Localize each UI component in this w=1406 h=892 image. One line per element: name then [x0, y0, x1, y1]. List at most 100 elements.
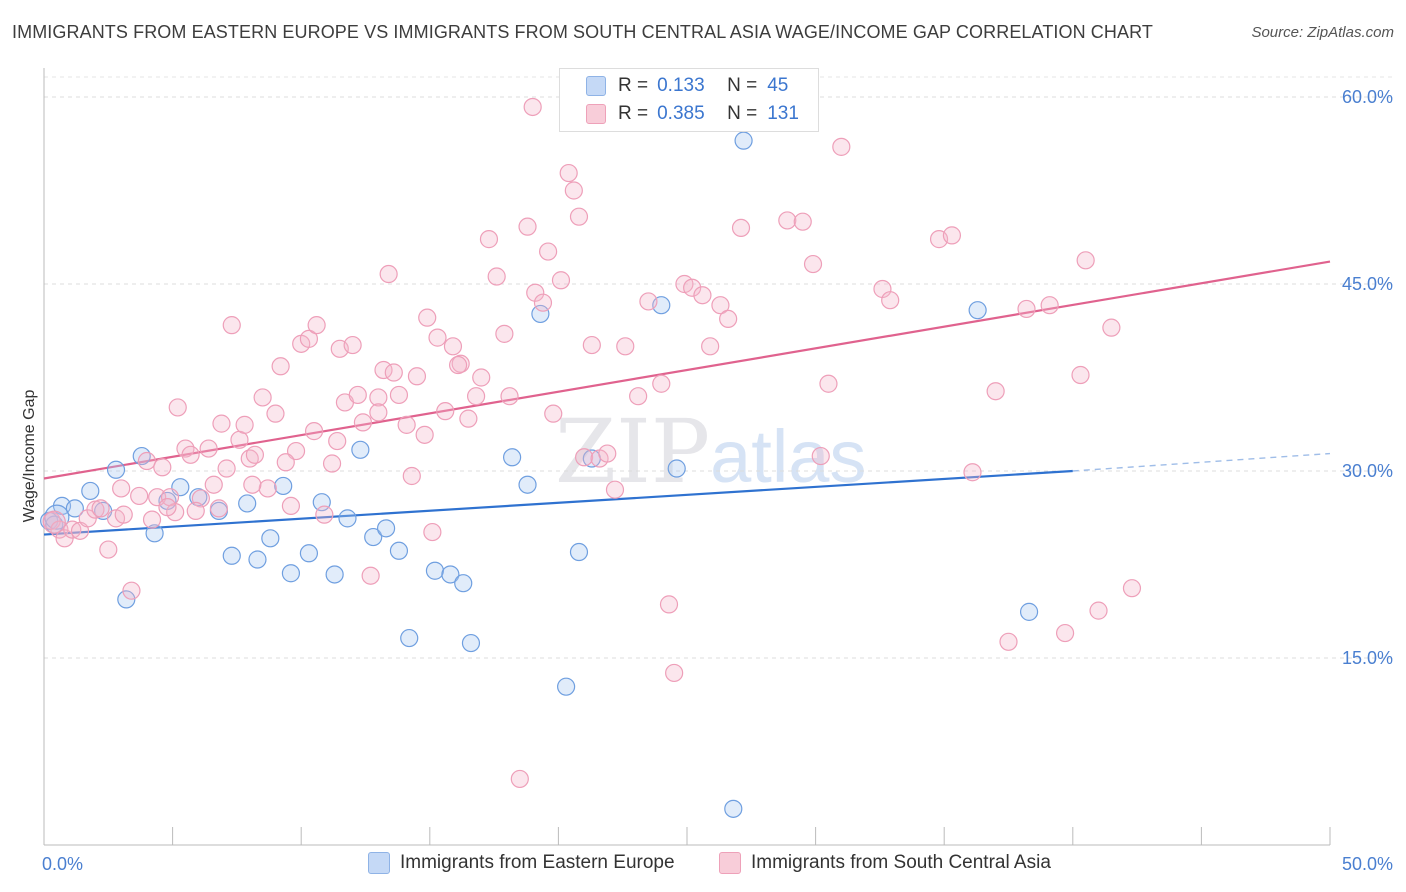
data-point-south-central-asia — [397, 415, 416, 434]
data-point-south-central-asia — [91, 499, 110, 518]
data-point-south-central-asia — [343, 335, 362, 355]
data-point-south-central-asia — [328, 431, 347, 451]
data-point-south-central-asia — [245, 445, 265, 464]
data-point-south-central-asia — [942, 226, 962, 245]
data-point-south-central-asia — [369, 388, 388, 407]
watermark: ZIPatlas — [555, 400, 866, 503]
legend-n-value: 45 — [767, 75, 789, 96]
bottom-legend-label: Immigrants from South Central Asia — [751, 852, 1051, 873]
data-point-south-central-asia — [348, 385, 367, 405]
data-point-eastern-europe — [724, 799, 743, 818]
legend-r-label: R = — [618, 75, 649, 96]
data-point-eastern-europe — [81, 481, 100, 501]
data-point-south-central-asia — [299, 329, 319, 348]
data-point-south-central-asia — [629, 387, 648, 406]
bottom-legend-swatch-pink — [719, 852, 741, 874]
data-point-south-central-asia — [42, 510, 66, 534]
trend-line-south-central-asia — [43, 260, 1331, 480]
data-point-south-central-asia — [701, 337, 720, 356]
source-label: Source: ZipAtlas.com — [1251, 24, 1394, 41]
data-point-south-central-asia — [479, 230, 499, 249]
axes — [43, 68, 1331, 846]
legend-r-value: 0.133 — [657, 75, 705, 96]
legend-row-eastern-europe: R = 0.133 N = 45 — [586, 73, 788, 99]
data-point-eastern-europe — [441, 565, 460, 584]
data-point-eastern-europe — [274, 476, 293, 496]
data-point-south-central-asia — [1122, 579, 1142, 598]
trend-line-extension-eastern-europe — [1072, 452, 1331, 472]
data-point-south-central-asia — [50, 520, 69, 539]
data-point-south-central-asia — [523, 97, 542, 117]
data-point-south-central-asia — [353, 413, 373, 432]
data-point-south-central-asia — [811, 446, 830, 466]
data-point-south-central-asia — [204, 475, 223, 494]
data-point-south-central-asia — [616, 337, 635, 356]
bottom-legend-eastern-europe: Immigrants from Eastern Europe — [368, 852, 675, 874]
data-point-south-central-asia — [443, 337, 463, 356]
legend-n-label: N = — [727, 75, 758, 96]
data-point-south-central-asia — [276, 453, 295, 472]
data-point-south-central-asia — [281, 496, 301, 516]
data-point-south-central-asia — [711, 296, 730, 315]
data-point-eastern-europe — [376, 519, 396, 538]
data-point-eastern-europe — [503, 448, 522, 467]
legend-n-value: 131 — [767, 103, 799, 124]
data-point-south-central-asia — [266, 404, 285, 423]
data-point-eastern-europe — [389, 541, 409, 560]
data-point-eastern-europe — [222, 546, 241, 565]
data-point-south-central-asia — [881, 291, 900, 310]
data-point-south-central-asia — [832, 137, 851, 156]
data-point-south-central-asia — [559, 163, 578, 183]
data-point-south-central-asia — [369, 403, 388, 422]
data-point-south-central-asia — [142, 510, 162, 529]
data-point-south-central-asia — [130, 486, 149, 506]
data-point-south-central-asia — [209, 499, 228, 518]
bottom-legend-swatch-blue — [368, 852, 390, 874]
data-point-south-central-asia — [99, 540, 118, 559]
data-point-south-central-asia — [731, 218, 751, 237]
data-point-south-central-asia — [389, 385, 409, 405]
data-point-south-central-asia — [428, 328, 447, 347]
data-point-south-central-asia — [448, 355, 468, 375]
data-point-south-central-asia — [199, 439, 218, 458]
data-point-south-central-asia — [963, 463, 982, 482]
data-point-south-central-asia — [459, 409, 478, 428]
data-point-eastern-europe — [1019, 602, 1039, 621]
data-point-south-central-asia — [526, 283, 545, 302]
y-tick-label: 30.0% — [1342, 461, 1393, 481]
data-point-south-central-asia — [418, 308, 437, 327]
data-point-south-central-asia — [114, 505, 133, 524]
data-point-south-central-asia — [181, 445, 200, 464]
y-tick-label: 60.0% — [1342, 87, 1393, 107]
y-axis-label: Wage/Income Gap — [21, 390, 38, 523]
trend-lines — [43, 260, 1331, 536]
data-point-south-central-asia — [495, 324, 514, 343]
data-point-eastern-europe — [667, 459, 686, 478]
y-tick-label: 15.0% — [1342, 648, 1393, 668]
bottom-legend-label: Immigrants from Eastern Europe — [400, 852, 675, 873]
watermark-zip: ZIP — [555, 400, 711, 503]
data-point-south-central-asia — [518, 217, 537, 236]
data-point-south-central-asia — [63, 520, 82, 539]
data-point-south-central-asia — [258, 479, 277, 498]
data-point-south-central-asia — [415, 425, 434, 444]
data-point-south-central-asia — [582, 335, 601, 355]
data-point-south-central-asia — [286, 441, 306, 461]
data-point-eastern-europe — [248, 550, 267, 569]
data-point-eastern-europe — [531, 304, 550, 324]
x-tick-label: 0.0% — [42, 854, 83, 874]
data-point-south-central-asia — [652, 374, 671, 393]
data-point-eastern-europe — [238, 494, 257, 513]
data-point-south-central-asia — [719, 309, 738, 329]
legend-swatch-pink — [586, 104, 606, 124]
data-point-south-central-asia — [683, 278, 702, 297]
x-tick-label: 50.0% — [1342, 854, 1393, 874]
data-point-south-central-asia — [487, 267, 506, 286]
data-point-south-central-asia — [544, 404, 563, 423]
legend-r-label: R = — [618, 103, 649, 124]
data-point-eastern-europe — [106, 460, 126, 479]
data-point-south-central-asia — [659, 595, 679, 614]
data-point-south-central-asia — [1055, 623, 1075, 643]
data-point-south-central-asia — [819, 374, 838, 393]
data-point-south-central-asia — [575, 448, 594, 467]
